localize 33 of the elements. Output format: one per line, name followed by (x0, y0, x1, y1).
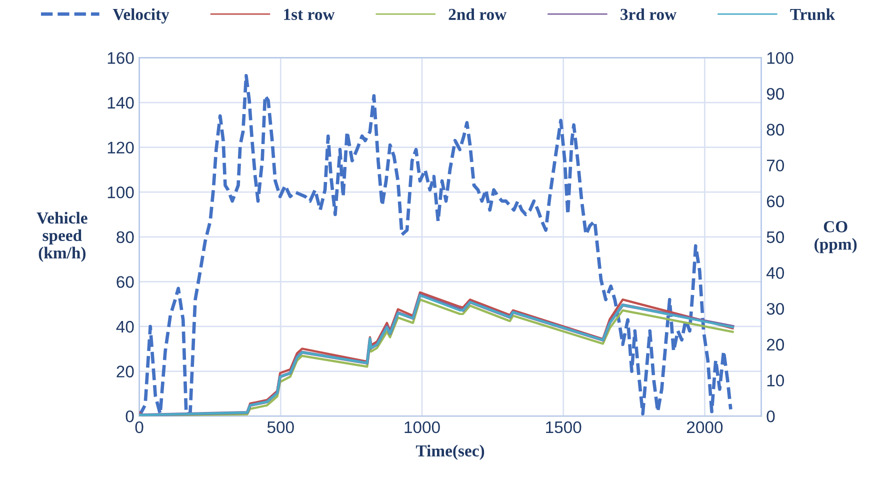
x-tick-label: 1500 (546, 421, 582, 434)
y-tick-label: 20 (116, 366, 134, 378)
y2-tick-label: 10 (767, 374, 784, 386)
x-tick-label: 1000 (404, 421, 440, 434)
legend-label: 3rd row (620, 8, 677, 20)
y-tick-label: 0 (126, 410, 134, 422)
y-axis-title: Vehicle speed (km/h) (36, 212, 88, 262)
legend-label: 2nd row (448, 8, 507, 20)
y2-tick-label: 30 (766, 302, 784, 315)
y2-tick-label: 20 (766, 338, 784, 351)
y-tick-label: 140 (108, 96, 134, 109)
y-tick-label: 40 (116, 320, 134, 333)
x-axis-title: Time(sec) (416, 444, 484, 460)
y-tick-label: 120 (108, 142, 134, 154)
x-tick-label: 2000 (687, 421, 723, 434)
y2-axis-title: CO (ppm) (814, 221, 857, 254)
y2-tick-label: 60 (766, 195, 784, 208)
y2-tick-label: 70 (766, 160, 784, 172)
y2-tick-label: 80 (766, 124, 784, 136)
y2-tick-label: 100 (767, 52, 794, 64)
y-tick-label: 160 (108, 52, 134, 64)
legend-label: Velocity (112, 8, 170, 24)
x-tick-label: 500 (267, 421, 294, 434)
x-tick-label: 0 (135, 421, 144, 434)
legend-label: 1st row (284, 8, 335, 20)
y-tick-label: 60 (116, 276, 134, 288)
y-tick-label: 80 (116, 231, 134, 244)
y2-tick-label: 40 (766, 267, 784, 279)
y2-tick-label: 0 (766, 410, 775, 422)
legend-label: Trunk (790, 8, 835, 20)
y2-tick-label: 90 (766, 88, 784, 100)
y-tick-label: 100 (108, 186, 134, 198)
y2-tick-label: 50 (766, 231, 784, 244)
